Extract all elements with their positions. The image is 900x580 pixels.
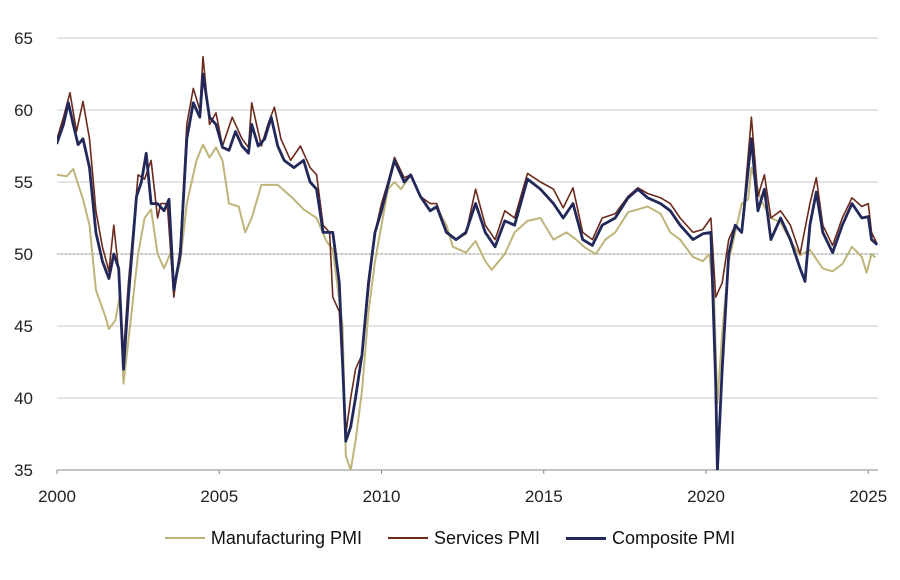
y-tick-label: 55: [14, 173, 33, 192]
legend-item: Services PMI: [388, 528, 540, 549]
chart-legend: Manufacturing PMI Services PMI Composite P…: [0, 520, 900, 556]
legend-item: Composite PMI: [566, 528, 735, 549]
chart-plot-area: 35 40 45 50 55 60 65 2000 2005 2010 2015 2020 2025: [14, 29, 887, 506]
legend-swatch: [566, 536, 607, 540]
y-tick-label: 40: [14, 389, 33, 408]
y-tick-label: 60: [14, 101, 33, 120]
legend-item: Manufacturing PMI: [164, 527, 362, 549]
x-tick-label: 2010: [363, 487, 401, 506]
legend-label: Manufacturing PMI: [210, 527, 362, 548]
x-tick-label: 2025: [849, 487, 887, 506]
x-tick-label: 2000: [38, 487, 76, 506]
legend-swatch: [388, 537, 428, 539]
y-tick-label: 35: [14, 461, 33, 480]
y-tick-label: 65: [14, 29, 33, 48]
y-tick-label: 50: [14, 245, 33, 264]
series-line-composite-pmi: [57, 72, 878, 470]
legend-label: Composite PMI: [612, 527, 736, 548]
legend-swatch: [164, 537, 205, 539]
x-tick-label: 2015: [525, 487, 563, 506]
x-tick-label: 2020: [687, 487, 725, 506]
series-line-manufacturing-pmi: [57, 143, 876, 470]
x-tick-label: 2005: [200, 487, 238, 506]
y-tick-label: 45: [14, 317, 33, 336]
legend-label: Services PMI: [434, 527, 541, 548]
